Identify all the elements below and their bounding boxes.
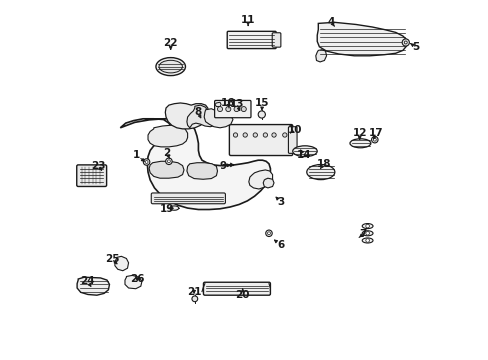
Circle shape <box>373 138 375 141</box>
FancyBboxPatch shape <box>214 100 250 118</box>
Circle shape <box>165 158 172 165</box>
Circle shape <box>167 160 170 163</box>
Text: 17: 17 <box>368 128 383 138</box>
Circle shape <box>145 161 148 163</box>
Circle shape <box>271 133 276 137</box>
Circle shape <box>365 224 368 228</box>
FancyBboxPatch shape <box>229 125 292 156</box>
FancyBboxPatch shape <box>227 31 276 49</box>
Text: 23: 23 <box>91 161 105 171</box>
Polygon shape <box>149 161 183 178</box>
Circle shape <box>404 41 407 44</box>
Text: 18: 18 <box>316 159 330 169</box>
Polygon shape <box>215 102 221 107</box>
Text: 20: 20 <box>235 290 249 300</box>
Circle shape <box>265 230 272 237</box>
Polygon shape <box>120 119 270 210</box>
Text: 4: 4 <box>326 17 334 27</box>
Ellipse shape <box>169 206 179 210</box>
Polygon shape <box>77 277 109 295</box>
Text: 22: 22 <box>163 38 178 48</box>
Circle shape <box>225 107 230 112</box>
Circle shape <box>192 296 197 302</box>
FancyBboxPatch shape <box>151 193 225 204</box>
Polygon shape <box>315 50 326 62</box>
Text: 19: 19 <box>160 204 174 214</box>
Polygon shape <box>317 22 407 56</box>
Text: 3: 3 <box>276 197 284 207</box>
Text: 2: 2 <box>163 148 170 158</box>
Text: 13: 13 <box>229 99 244 109</box>
Text: 21: 21 <box>186 287 201 297</box>
Text: 24: 24 <box>80 276 94 286</box>
Text: 5: 5 <box>411 42 418 52</box>
Polygon shape <box>186 105 221 128</box>
Circle shape <box>371 136 377 143</box>
Circle shape <box>401 39 408 46</box>
Ellipse shape <box>362 238 372 243</box>
Text: 10: 10 <box>287 125 302 135</box>
FancyBboxPatch shape <box>288 127 296 153</box>
Ellipse shape <box>362 231 372 236</box>
Text: 15: 15 <box>255 98 269 108</box>
FancyBboxPatch shape <box>203 282 270 295</box>
Polygon shape <box>186 163 217 179</box>
Circle shape <box>241 107 246 112</box>
Text: 14: 14 <box>296 150 310 160</box>
Circle shape <box>243 133 247 137</box>
Circle shape <box>234 107 239 112</box>
Ellipse shape <box>362 224 372 229</box>
Circle shape <box>365 231 368 235</box>
Ellipse shape <box>349 139 370 148</box>
Circle shape <box>217 107 222 112</box>
Ellipse shape <box>306 165 334 180</box>
Text: 25: 25 <box>105 254 120 264</box>
Ellipse shape <box>292 146 317 157</box>
FancyBboxPatch shape <box>77 165 106 186</box>
FancyBboxPatch shape <box>272 33 280 47</box>
Text: 6: 6 <box>276 240 284 250</box>
Ellipse shape <box>156 58 185 76</box>
Ellipse shape <box>159 60 182 73</box>
Circle shape <box>365 239 368 242</box>
Text: 12: 12 <box>352 128 366 138</box>
Text: 26: 26 <box>130 274 144 284</box>
Text: 11: 11 <box>241 15 255 25</box>
Polygon shape <box>248 170 272 189</box>
Circle shape <box>263 133 267 137</box>
Polygon shape <box>125 275 142 289</box>
Polygon shape <box>165 103 208 129</box>
Text: 7: 7 <box>359 229 366 239</box>
Text: 8: 8 <box>194 107 201 117</box>
Polygon shape <box>148 125 187 147</box>
Circle shape <box>267 232 270 235</box>
Circle shape <box>233 133 237 137</box>
Polygon shape <box>115 256 128 271</box>
Text: 16: 16 <box>221 98 235 108</box>
Polygon shape <box>263 178 273 188</box>
Text: 1: 1 <box>133 150 140 160</box>
Circle shape <box>143 159 149 165</box>
Circle shape <box>258 111 265 118</box>
Text: 9: 9 <box>219 161 226 171</box>
Circle shape <box>282 133 286 137</box>
Circle shape <box>253 133 257 137</box>
Polygon shape <box>204 109 232 128</box>
